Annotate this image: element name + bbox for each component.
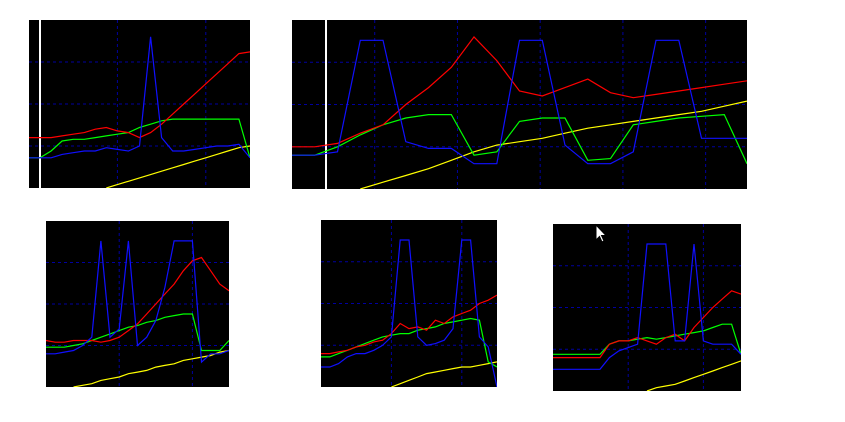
- trace: [553, 290, 741, 359]
- trace: [360, 100, 747, 189]
- trace: [321, 294, 497, 355]
- trace: [29, 36, 250, 159]
- scope-panel: [321, 220, 497, 387]
- mouse-pointer: [595, 223, 608, 243]
- plot-area: [553, 224, 741, 391]
- scope-panel: [46, 221, 229, 387]
- plot-area: [29, 20, 250, 188]
- trace: [391, 361, 497, 387]
- scope-panel: [553, 224, 741, 391]
- trace: [46, 256, 229, 343]
- trace: [646, 360, 741, 391]
- trace: [321, 239, 497, 387]
- trace: [292, 113, 747, 164]
- trace: [29, 51, 250, 139]
- trace: [46, 313, 229, 352]
- trace: [292, 35, 747, 148]
- trace: [29, 118, 250, 159]
- trace: [106, 145, 250, 188]
- trace: [46, 240, 229, 364]
- trace: [292, 39, 747, 165]
- trace: [73, 349, 229, 387]
- plot-area: [292, 20, 747, 189]
- plot-area: [46, 221, 229, 387]
- scope-panel: [29, 20, 250, 188]
- trace: [553, 243, 741, 370]
- trace: [553, 323, 741, 355]
- scope-panel: [292, 20, 747, 189]
- plot-area: [321, 220, 497, 387]
